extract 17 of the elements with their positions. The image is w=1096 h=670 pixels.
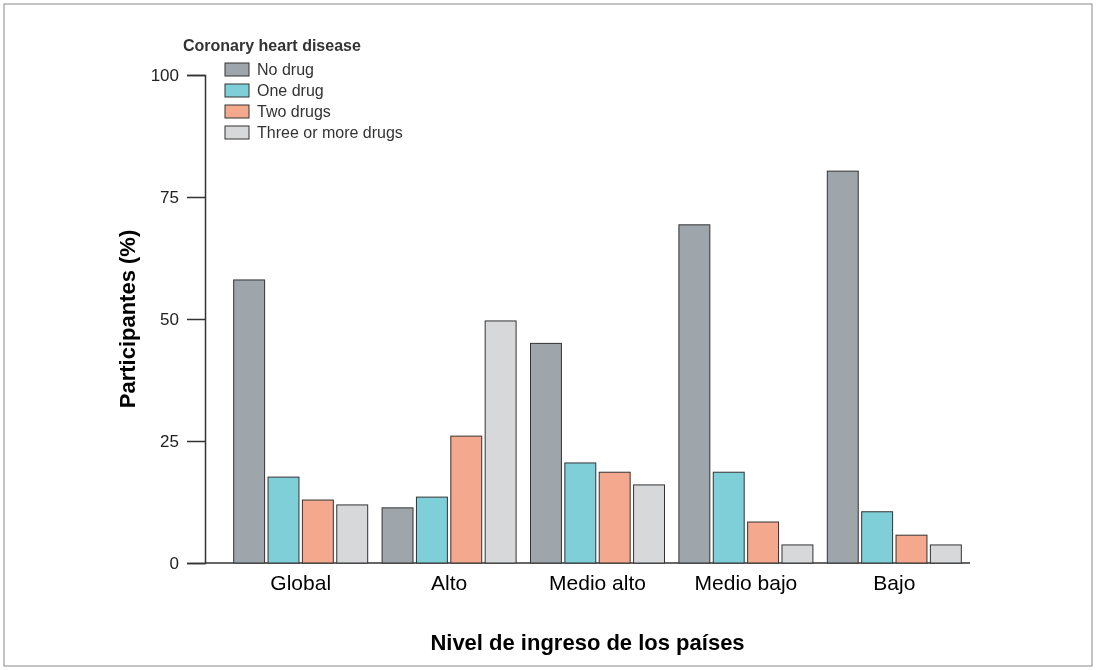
y-tick-label: 50 bbox=[160, 309, 179, 329]
y-tick-label: 100 bbox=[150, 65, 179, 85]
x-tick-label: Global bbox=[270, 570, 332, 594]
x-tick-label: Alto bbox=[431, 570, 468, 594]
x-tick-label: Medio bajo bbox=[694, 570, 798, 594]
y-tick-label: 75 bbox=[160, 187, 179, 207]
legend-label: One drug bbox=[257, 82, 324, 99]
legend-title: Coronary heart disease bbox=[183, 37, 361, 54]
x-tick-label: Medio alto bbox=[549, 570, 646, 594]
legend-label: No drug bbox=[257, 61, 314, 78]
y-axis-title: Participantes (%) bbox=[115, 229, 140, 409]
y-tick-label: 25 bbox=[160, 431, 179, 451]
legend-label: Two drugs bbox=[257, 103, 331, 120]
legend-label: Three or more drugs bbox=[257, 124, 403, 141]
x-tick-label: Bajo bbox=[873, 570, 916, 594]
y-tick-label: 0 bbox=[169, 553, 179, 573]
x-axis-title: Nivel de ingreso de los países bbox=[430, 630, 745, 655]
